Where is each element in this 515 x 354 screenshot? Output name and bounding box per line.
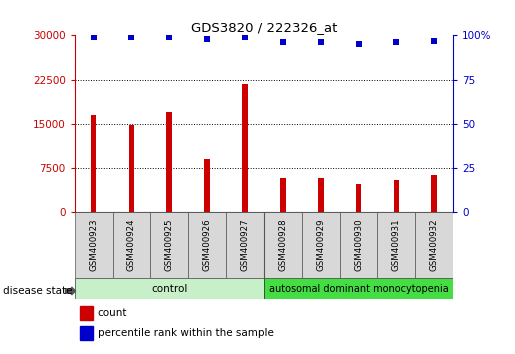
Text: control: control [151, 284, 187, 293]
Text: GSM400925: GSM400925 [165, 219, 174, 272]
FancyBboxPatch shape [150, 212, 188, 278]
Text: percentile rank within the sample: percentile rank within the sample [98, 328, 274, 338]
FancyBboxPatch shape [75, 278, 264, 299]
Bar [166, 112, 172, 212]
Point [90, 34, 98, 40]
Text: GSM400930: GSM400930 [354, 219, 363, 272]
Text: GSM400928: GSM400928 [279, 219, 287, 272]
Bar [280, 178, 286, 212]
Point [392, 40, 401, 45]
Text: disease state: disease state [3, 286, 72, 296]
FancyBboxPatch shape [75, 212, 112, 278]
FancyBboxPatch shape [226, 212, 264, 278]
Bar [393, 180, 399, 212]
Title: GDS3820 / 222326_at: GDS3820 / 222326_at [191, 21, 337, 34]
Bar [129, 125, 134, 212]
FancyBboxPatch shape [415, 212, 453, 278]
FancyBboxPatch shape [340, 212, 377, 278]
Bar [91, 115, 96, 212]
FancyBboxPatch shape [112, 212, 150, 278]
Text: GSM400923: GSM400923 [89, 219, 98, 272]
Text: GSM400932: GSM400932 [430, 219, 439, 272]
Point [165, 34, 174, 40]
Text: GSM400924: GSM400924 [127, 219, 136, 272]
Bar [242, 84, 248, 212]
Bar [432, 175, 437, 212]
Point [127, 34, 135, 40]
FancyBboxPatch shape [264, 278, 453, 299]
Point [203, 36, 211, 42]
Point [317, 40, 325, 45]
Text: GSM400927: GSM400927 [241, 219, 249, 272]
FancyBboxPatch shape [377, 212, 415, 278]
FancyBboxPatch shape [188, 212, 226, 278]
Bar [204, 159, 210, 212]
Text: GSM400926: GSM400926 [203, 219, 212, 272]
FancyBboxPatch shape [302, 212, 340, 278]
Point [354, 41, 363, 47]
Point [430, 38, 438, 44]
Bar [356, 184, 362, 212]
Point [279, 40, 287, 45]
Text: GSM400931: GSM400931 [392, 219, 401, 272]
FancyBboxPatch shape [264, 212, 302, 278]
Text: autosomal dominant monocytopenia: autosomal dominant monocytopenia [269, 284, 449, 293]
Point [241, 34, 249, 40]
Text: count: count [98, 308, 127, 318]
Bar [318, 178, 323, 212]
Text: GSM400929: GSM400929 [316, 219, 325, 272]
